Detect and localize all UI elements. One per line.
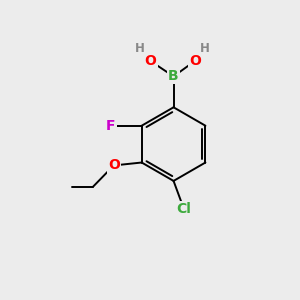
- Text: O: O: [108, 158, 120, 172]
- Text: Cl: Cl: [176, 202, 191, 216]
- Text: H: H: [200, 42, 210, 55]
- Text: O: O: [189, 54, 201, 68]
- Text: H: H: [135, 42, 145, 55]
- Text: F: F: [106, 119, 116, 133]
- Text: O: O: [145, 54, 157, 68]
- Text: B: B: [168, 69, 179, 83]
